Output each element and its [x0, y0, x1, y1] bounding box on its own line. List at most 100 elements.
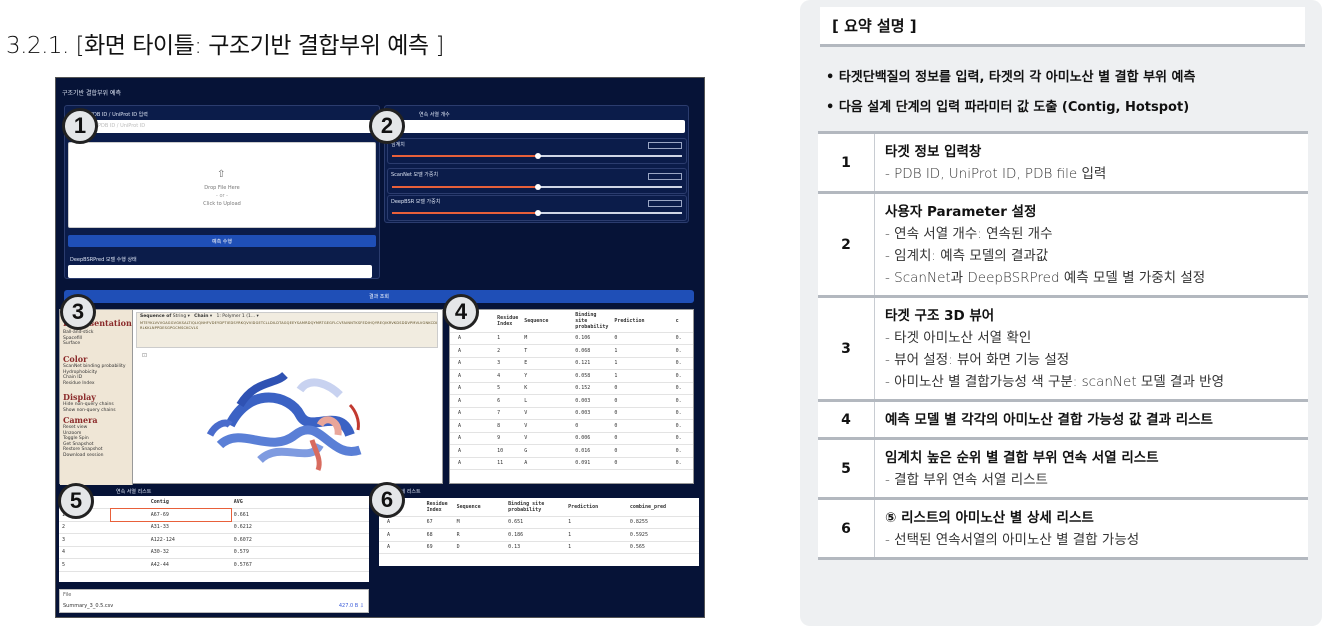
table-cell: 0	[572, 419, 612, 433]
table-cell: 0.6072	[230, 533, 369, 547]
table-cell: A	[450, 357, 495, 370]
table-cell: D	[453, 541, 506, 554]
threshold-slider-box	[387, 138, 687, 164]
binding-probability-table[interactable]: Chain Residue Index Sequence Binding sit…	[449, 309, 694, 484]
table-cell: 0.	[672, 407, 693, 420]
table-cell: A	[450, 419, 495, 433]
summary-row-heading: 임계치 높은 순위 별 결합 부위 연속 서열 리스트	[885, 450, 1159, 466]
contig-row[interactable]: 3 A122-124 0.6072	[59, 533, 369, 547]
structure-viewer[interactable]: Representation Ball-and-stick Spacefill Su…	[59, 309, 443, 485]
summary-row-number: 2	[818, 194, 875, 295]
table-cell: 0.579	[230, 546, 369, 559]
app-title: 구조기반 결합부위 예측	[62, 90, 122, 97]
detail-row[interactable]: A 67 M 0.651 1 0.8255	[379, 516, 699, 529]
table-cell: 0.121	[572, 357, 612, 370]
table-cell: 0.003	[572, 394, 612, 408]
contig-row[interactable]: 4 A30-32 0.579	[59, 546, 369, 559]
detail-row[interactable]: A 69 D 0.13 1 0.565	[379, 541, 699, 554]
file-download[interactable]: File Summary_3_0.5.csv 427.0 B ⇩	[59, 589, 369, 613]
color-list[interactable]: ScanNet binding probability Hydrophobicit…	[63, 364, 126, 386]
representation-list[interactable]: Ball-and-stick Spacefill Surface	[63, 330, 94, 346]
col-residue-index[interactable]: Residue Index	[494, 310, 522, 333]
file-upload-area[interactable]: ⇧ Drop File Here - or - Click to Upload	[68, 142, 376, 228]
color-heading: Color	[63, 354, 88, 364]
table-cell: 10	[494, 444, 522, 458]
uniprot-input[interactable]: PDB ID / UniProt ID	[68, 120, 376, 133]
col-prediction[interactable]: Prediction	[611, 310, 673, 333]
table-cell: 0	[611, 332, 673, 345]
summary-row-number: 6	[818, 500, 875, 557]
viewer-control-panel: Representation Ball-and-stick Spacefill Su…	[60, 310, 133, 485]
summary-row-number: 1	[818, 134, 875, 191]
threshold-slider[interactable]	[392, 153, 682, 159]
detail-table[interactable]: Chair Residue Index Sequence Binding sit…	[379, 498, 699, 566]
table-cell: 0.	[672, 344, 693, 358]
camera-list[interactable]: Reset view Unzoom Toggle Spin Get Snapshot R…	[63, 425, 104, 458]
table-cell: 0.6212	[230, 521, 369, 534]
display-list[interactable]: Hide non-query chains Show non-query chai…	[63, 402, 116, 413]
badge-4: 4	[443, 294, 479, 330]
summary-bullet-1: • 타겟단백질의 정보를 입력, 타겟의 각 아미노산 별 결합 부위 예측	[826, 70, 1196, 85]
scannet-value[interactable]	[648, 173, 682, 180]
table-cell: A	[450, 432, 495, 445]
deepbsr-value[interactable]	[648, 200, 682, 207]
contig-list-table[interactable]: Contig AVG 1A67-690.6612A31-330.62123A12…	[59, 496, 369, 582]
table-cell: 2	[494, 344, 522, 358]
table-cell: 1	[611, 344, 673, 358]
table-cell: 0.	[672, 382, 693, 395]
table-cell: 67	[423, 516, 454, 529]
table-row[interactable]: A 8 V 0 0 0.	[450, 419, 693, 433]
table-cell: A	[450, 332, 495, 345]
contig-row[interactable]: 1A67-690.661	[59, 507, 369, 522]
table-row[interactable]: A 5 K 0.152 0 0.	[450, 382, 693, 395]
table-row[interactable]: A 7 V 0.003 0 0.	[450, 407, 693, 420]
table-row[interactable]: A 1 M 0.106 0 0.	[450, 332, 693, 345]
contig-row[interactable]: 5 A42-44 0.5767	[59, 558, 369, 572]
table-cell: 0	[611, 394, 673, 408]
table-cell: 0	[611, 419, 673, 433]
table-cell: 3	[494, 357, 522, 370]
sequence-text-1[interactable]: MTEYKLVVVGAGGVGKSALTIQLIQNHFVDEYDPTIEDSY…	[140, 321, 437, 325]
table-cell: 0	[611, 407, 673, 420]
protein-ribbon-model[interactable]	[200, 365, 370, 475]
table-cell: A	[450, 382, 495, 395]
table-row[interactable]: A 11 A 0.091 0 0.	[450, 457, 693, 470]
col-c[interactable]: c	[672, 310, 693, 333]
col-sequence[interactable]: Sequence	[521, 310, 573, 333]
table-cell: 0.152	[572, 382, 612, 395]
screenshot-icon[interactable]: ⊡	[142, 352, 148, 359]
detail-row[interactable]: A 68 R 0.186 1 0.5925	[379, 528, 699, 542]
summary-row-1: 1 타겟 정보 입력창 - PDB ID, UniProt ID, PDB file…	[818, 134, 1308, 194]
table-cell: M	[453, 516, 506, 529]
table-row[interactable]: A 3 E 0.121 1 0.	[450, 357, 693, 370]
col-avg[interactable]: AVG	[230, 496, 369, 509]
table-cell: 0.661	[230, 508, 369, 522]
table-cell: 1	[565, 528, 627, 542]
contig-row[interactable]: 2 A31-33 0.6212	[59, 521, 369, 534]
table-cell: A	[450, 394, 495, 408]
run-prediction-button[interactable]: 예측 수행	[68, 235, 376, 247]
table-cell: A	[450, 344, 495, 358]
table-row[interactable]: A 4 Y 0.058 1 0.	[450, 369, 693, 383]
col-contig[interactable]: Contig	[110, 496, 231, 509]
table-row[interactable]: A 6 L 0.003 0 0.	[450, 394, 693, 408]
table-cell: 0.003	[572, 407, 612, 420]
deepbsr-slider[interactable]	[392, 210, 682, 216]
sequence-text-2[interactable]: RLKKLNPPDESGPGCMSCKCVLS	[140, 326, 199, 330]
table-cell: 0.068	[572, 344, 612, 358]
count-input[interactable]	[387, 120, 685, 133]
table-row[interactable]: A 9 V 0.006 0 0.	[450, 432, 693, 445]
result-lookup-button[interactable]: 결과 조회	[64, 290, 694, 303]
table-row[interactable]: A 2 T 0.068 1 0.	[450, 344, 693, 358]
table-cell: Y	[521, 369, 573, 383]
app-screenshot: 구조기반 결합부위 예측 PDB ID / UniProt ID 입력 PDB …	[55, 77, 705, 618]
summary-row-line: - 임계치: 예측 모델의 결과값	[885, 248, 1049, 264]
threshold-value[interactable]	[648, 142, 682, 149]
table-cell: A	[450, 457, 495, 470]
summary-row-5: 5 임계치 높은 순위 별 결합 부위 연속 서열 리스트 - 결합 부위 연속 서…	[818, 440, 1308, 500]
table-row[interactable]: A 10 G 0.016 0 0.	[450, 444, 693, 458]
col-binding-prob[interactable]: Binding site probability	[572, 310, 612, 333]
summary-row-number: 5	[818, 440, 875, 497]
scannet-slider[interactable]	[392, 184, 682, 190]
table-cell: E	[521, 357, 573, 370]
